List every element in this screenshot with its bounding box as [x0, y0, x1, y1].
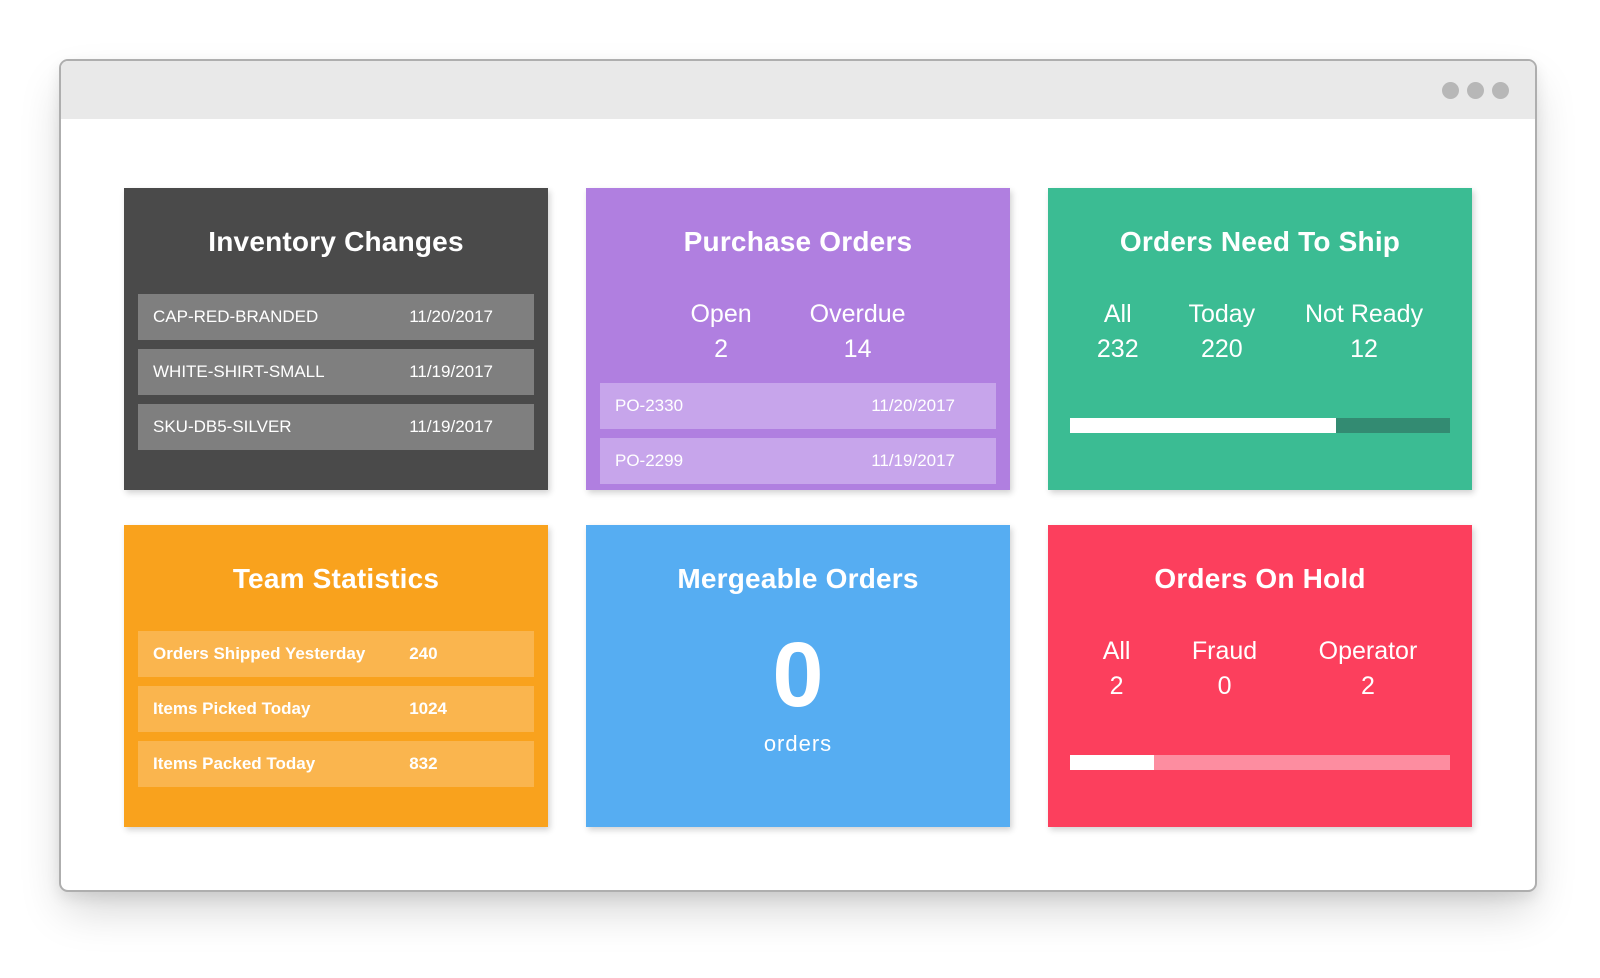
window-title-bar[interactable] [61, 61, 1535, 119]
change-date: 11/20/2017 [409, 307, 494, 326]
metric-value: 832 [409, 754, 438, 773]
change-date: 11/19/2017 [409, 417, 494, 436]
stat-value: 0 [1217, 672, 1232, 700]
card-title: Mergeable Orders [677, 563, 919, 594]
inventory-row-list: CAP-RED-BRANDED 11/20/2017 WHITE-SHIRT-S… [138, 294, 534, 450]
team-stat-row: Items Packed Today 832 [138, 741, 534, 787]
stat-label: Fraud [1191, 637, 1258, 665]
metric-value: 240 [409, 644, 438, 663]
stat-today: Today 220 [1188, 300, 1255, 364]
stat-all: All 232 [1097, 300, 1139, 364]
po-number: PO-2299 [615, 451, 684, 470]
stat-value: 2 [1361, 672, 1375, 700]
mergeable-count: 0 [772, 624, 824, 726]
stat-label: Overdue [809, 300, 906, 328]
browser-window: Inventory Changes CAP-RED-BRANDED 11/20/… [59, 59, 1537, 892]
card-title: Purchase Orders [683, 226, 913, 257]
ship-stats: All 232 Today 220 Not Ready 12 [1048, 300, 1472, 364]
card-purchase-orders: Purchase Orders Open 2 Overdue 14 PO-233… [586, 188, 1010, 490]
stat-not-ready: Not Ready 12 [1305, 300, 1423, 364]
dashboard-content: Inventory Changes CAP-RED-BRANDED 11/20/… [61, 119, 1535, 894]
inventory-row: CAP-RED-BRANDED 11/20/2017 [138, 294, 534, 340]
card-title: Team Statistics [232, 563, 440, 594]
hold-progress-fill [1070, 755, 1154, 770]
dashboard-grid: Inventory Changes CAP-RED-BRANDED 11/20/… [124, 188, 1472, 827]
purchase-order-row: PO-2330 11/20/2017 [600, 383, 996, 429]
window-control-dot-icon[interactable] [1492, 81, 1509, 99]
stat-value: 12 [1350, 335, 1378, 363]
card-mergeable-orders: Mergeable Orders 0 orders [586, 525, 1010, 827]
stat-operator: Operator 2 [1319, 637, 1418, 701]
stat-value: 14 [843, 335, 872, 363]
stat-value: 232 [1096, 335, 1139, 363]
stat-label: Operator [1318, 637, 1418, 665]
metric-label: Orders Shipped Yesterday [153, 644, 366, 663]
team-stat-row: Orders Shipped Yesterday 240 [138, 631, 534, 677]
purchase-order-row: PO-2299 11/19/2017 [600, 438, 996, 484]
sku-label: SKU-DB5-SILVER [153, 417, 292, 436]
metric-value: 1024 [409, 699, 448, 718]
hold-stats: All 2 Fraud 0 Operator 2 [1048, 637, 1472, 701]
ship-progress-track [1070, 418, 1450, 433]
change-date: 11/19/2017 [409, 362, 494, 381]
purchase-stats: Open 2 Overdue 14 [586, 300, 1010, 364]
window-control-dot-icon[interactable] [1442, 81, 1459, 99]
ship-progress-fill [1070, 418, 1336, 433]
stat-label: All [1103, 300, 1132, 328]
purchase-order-list: PO-2330 11/20/2017 PO-2299 11/19/2017 [600, 383, 996, 484]
stat-value: 2 [1109, 672, 1124, 700]
stat-open: Open 2 [690, 300, 751, 364]
stat-label: All [1102, 637, 1131, 665]
po-date: 11/20/2017 [871, 396, 956, 415]
stat-value: 220 [1200, 335, 1243, 363]
inventory-row: WHITE-SHIRT-SMALL 11/19/2017 [138, 349, 534, 395]
stat-label: Today [1188, 300, 1256, 328]
team-stat-row: Items Picked Today 1024 [138, 686, 534, 732]
stat-fraud: Fraud 0 [1192, 637, 1257, 701]
card-title: Inventory Changes [208, 226, 464, 257]
sku-label: WHITE-SHIRT-SMALL [153, 362, 325, 381]
card-inventory-changes: Inventory Changes CAP-RED-BRANDED 11/20/… [124, 188, 548, 490]
card-orders-on-hold: Orders On Hold All 2 Fraud 0 Operator 2 [1048, 525, 1472, 827]
window-control-dot-icon[interactable] [1467, 81, 1484, 99]
sku-label: CAP-RED-BRANDED [153, 307, 319, 326]
card-orders-need-to-ship: Orders Need To Ship All 232 Today 220 No… [1048, 188, 1472, 490]
stat-all: All 2 [1103, 637, 1131, 701]
inventory-row: SKU-DB5-SILVER 11/19/2017 [138, 404, 534, 450]
card-title: Orders On Hold [1154, 563, 1366, 594]
metric-label: Items Packed Today [153, 754, 316, 773]
stat-label: Not Ready [1304, 300, 1424, 328]
po-number: PO-2330 [615, 396, 684, 415]
metric-label: Items Picked Today [153, 699, 311, 718]
card-title: Orders Need To Ship [1119, 226, 1401, 257]
hold-progress-track [1070, 755, 1450, 770]
stat-label: Open [690, 300, 752, 328]
stat-value: 2 [714, 335, 728, 363]
mergeable-unit-label: orders [763, 731, 833, 756]
card-team-statistics: Team Statistics Orders Shipped Yesterday… [124, 525, 548, 827]
po-date: 11/19/2017 [871, 451, 956, 470]
team-stat-list: Orders Shipped Yesterday 240 Items Picke… [138, 631, 534, 787]
stat-overdue: Overdue 14 [810, 300, 906, 364]
